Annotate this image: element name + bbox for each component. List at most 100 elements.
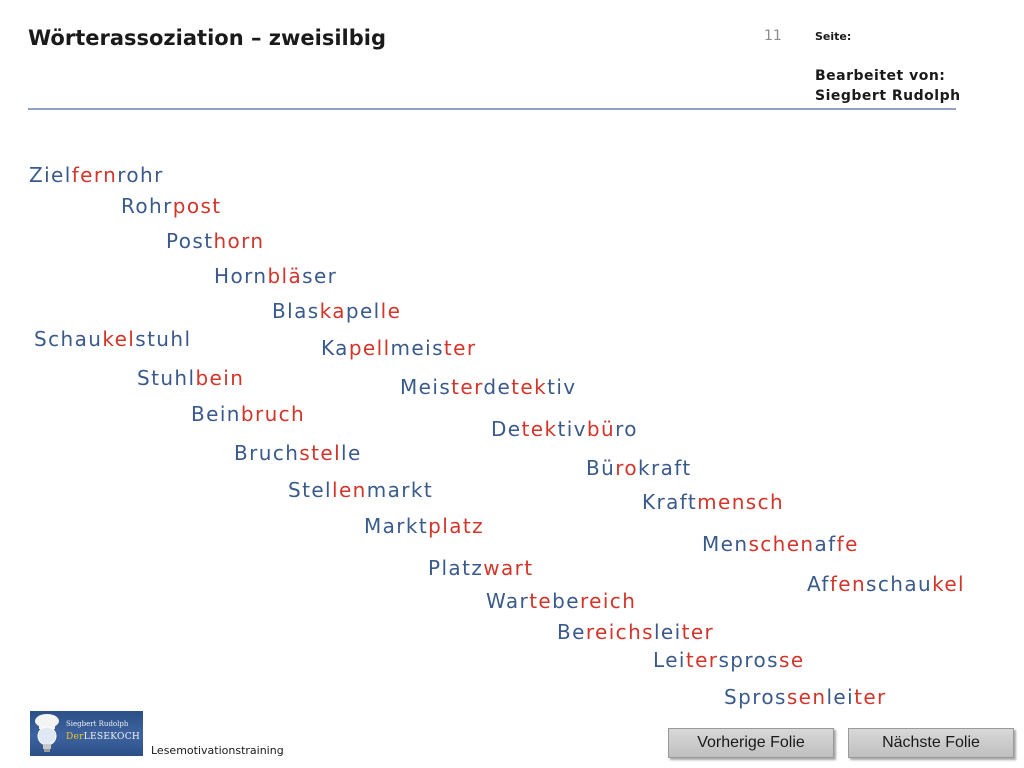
word-segment: Spros (724, 685, 787, 709)
word-segment: af (814, 532, 837, 556)
word-item: Meisterdetektiv (400, 377, 577, 397)
word-segment: schau (866, 572, 933, 596)
word-item: Zielfernrohr (29, 165, 164, 185)
word-segment: War (486, 589, 530, 613)
word-highlight-segment: platz (428, 514, 485, 538)
word-segment: markt (366, 478, 434, 502)
word-segment: be (552, 589, 580, 613)
word-segment: Rohr (121, 194, 173, 218)
word-highlight-segment: ter (443, 336, 477, 360)
word-segment: spros (718, 648, 779, 672)
word-highlight-segment: ter (854, 685, 887, 709)
word-segment: Stuhl (137, 366, 196, 390)
word-item: Affenschaukel (807, 574, 965, 594)
word-segment: lei (653, 620, 682, 644)
word-highlight-segment: ka (319, 299, 346, 323)
word-highlight-segment: mensch (697, 490, 785, 514)
word-highlight-segment: tek (511, 375, 548, 399)
footer-label: Lesemotivationstraining (151, 744, 284, 757)
header-divider (28, 108, 956, 110)
editor-info: Bearbeitet von: Siegbert Rudolph (815, 66, 961, 106)
word-item: Schaukelstuhl (34, 329, 191, 349)
editor-label: Bearbeitet von: (815, 68, 946, 84)
word-segment: Bruch (234, 441, 300, 465)
editor-name: Siegbert Rudolph (815, 88, 961, 104)
word-item: Stuhlbein (137, 368, 244, 388)
logo-author: Siegbert Rudolph (66, 720, 129, 728)
next-slide-button[interactable]: Nächste Folie (848, 728, 1014, 758)
word-highlight-segment: se (779, 648, 805, 672)
word-item: Beinbruch (191, 404, 305, 424)
word-item: Menschenaffe (702, 534, 859, 554)
lightbulb-chef-icon (35, 714, 59, 752)
word-highlight-segment: len (332, 478, 367, 502)
word-segment: lei (826, 685, 855, 709)
word-highlight-segment: te (529, 589, 553, 613)
word-segment: Meis (400, 375, 452, 399)
word-highlight-segment: fen (829, 572, 867, 596)
word-segment: Bein (191, 402, 241, 426)
word-highlight-segment: fern (71, 163, 118, 187)
word-item: Kapellmeister (321, 338, 477, 358)
word-segment: Ziel (29, 163, 72, 187)
word-item: Marktplatz (364, 516, 484, 536)
word-highlight-segment: kel (102, 327, 136, 351)
word-highlight-segment: blä (267, 264, 303, 288)
word-segment: Kraft (642, 490, 698, 514)
word-segment: rohr (117, 163, 164, 187)
slide-number: 11 (764, 28, 782, 44)
word-segment: Horn (214, 264, 268, 288)
word-segment: Blas (272, 299, 320, 323)
word-item: Bürokraft (586, 458, 692, 478)
word-highlight-segment: bein (195, 366, 245, 390)
word-highlight-segment: bruch (240, 402, 306, 426)
word-item: Posthorn (166, 231, 265, 251)
word-segment: Ka (321, 336, 349, 360)
word-item: Leitersprosse (653, 650, 805, 670)
logo-brand-main: LESEKOCH (83, 732, 141, 742)
logo-brand: DerLESEKOCH (66, 732, 140, 742)
word-item: Blaskapelle (272, 301, 401, 321)
word-highlight-segment: sen (786, 685, 827, 709)
word-segment: Bü (586, 456, 616, 480)
word-segment: Lei (653, 648, 686, 672)
word-segment: Stel (288, 478, 332, 502)
word-highlight-segment: reichs (585, 620, 654, 644)
word-highlight-segment: ro (615, 456, 639, 480)
word-segment: le (341, 441, 362, 465)
word-highlight-segment: schen (748, 532, 815, 556)
word-segment: Schau (34, 327, 103, 351)
word-segment: pel (345, 299, 381, 323)
word-segment: Markt (364, 514, 429, 538)
word-segment: ro (615, 417, 638, 441)
word-segment: tiv (547, 375, 577, 399)
word-segment: tiv (557, 417, 587, 441)
word-segment: De (491, 417, 522, 441)
logo-brand-prefix: Der (66, 732, 84, 742)
word-highlight-segment: tek (521, 417, 558, 441)
word-highlight-segment: horn (213, 229, 265, 253)
word-item: Rohrpost (121, 196, 222, 216)
slide-title: Wörterassoziation – zweisilbig (28, 26, 386, 50)
word-item: Platzwart (428, 558, 534, 578)
word-segment: Men (702, 532, 749, 556)
word-segment: Post (166, 229, 214, 253)
word-segment: ser (302, 264, 338, 288)
word-item: Wartebereich (486, 591, 636, 611)
word-highlight-segment: bü (586, 417, 616, 441)
word-item: Bruchstelle (234, 443, 362, 463)
previous-slide-button[interactable]: Vorherige Folie (668, 728, 834, 758)
word-item: Detektivbüro (491, 419, 638, 439)
page-label: Seite: (815, 30, 852, 43)
word-segment: Be (557, 620, 586, 644)
word-item: Kraftmensch (642, 492, 784, 512)
word-highlight-segment: wart (483, 556, 534, 580)
word-segment: meis (390, 336, 444, 360)
word-highlight-segment: ter (685, 648, 719, 672)
word-item: Bereichsleiter (557, 622, 714, 642)
word-highlight-segment: stel (299, 441, 342, 465)
word-item: Sprossenleiter (724, 687, 887, 707)
word-segment: Af (807, 572, 830, 596)
word-highlight-segment: post (172, 194, 222, 218)
lesekoch-logo: Siegbert Rudolph DerLESEKOCH (30, 711, 143, 756)
